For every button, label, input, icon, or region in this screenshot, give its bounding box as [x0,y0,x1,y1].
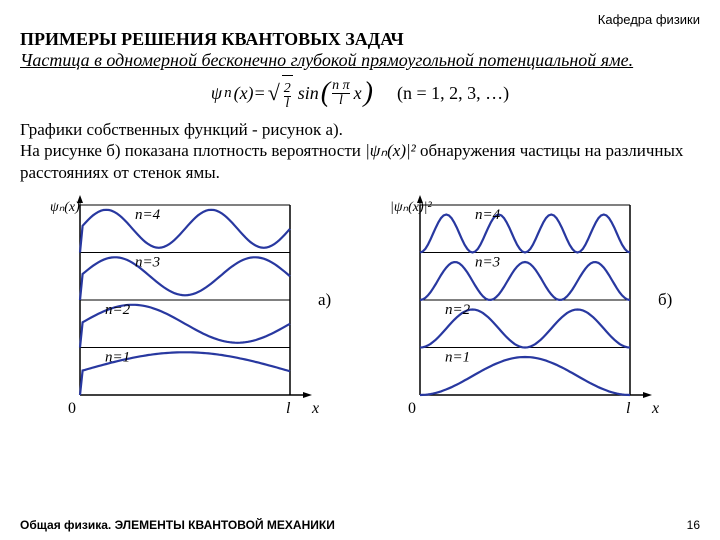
svg-text:n=1: n=1 [105,349,130,365]
footer-text: Общая физика. ЭЛЕМЕНТЫ КВАНТОВОЙ МЕХАНИК… [20,518,335,532]
department-label: Кафедра физики [20,12,700,27]
svg-text:x: x [311,400,319,417]
page-title: ПРИМЕРЫ РЕШЕНИЯ КВАНТОВЫХ ЗАДАЧ [20,29,700,50]
paragraph-2: На рисунке б) показана плотность вероятн… [20,140,700,183]
svg-text:n=4: n=4 [135,207,161,223]
paragraph-1: Графики собственных функций - рисунок а)… [20,119,700,140]
svg-text:n=1: n=1 [445,349,470,365]
sqrt-icon: √ [268,80,280,106]
prob-density-formula: |ψₙ(x)|² [365,141,416,160]
svg-text:а): а) [318,290,331,309]
svg-text:l: l [626,400,631,417]
n-values: (n = 1, 2, 3, …) [397,83,509,104]
svg-text:n=2: n=2 [445,302,471,318]
subtitle: Частица в одномерной бесконечно глубокой… [20,50,700,71]
svg-text:n=4: n=4 [475,207,501,223]
page-number: 16 [687,518,700,532]
svg-text:0: 0 [408,400,416,417]
wavefunction-formula: ψn (x)= √ 2l sin ( n πl x ) [211,75,373,111]
svg-text:ψₙ(x): ψₙ(x) [50,200,80,215]
formula-row: ψn (x)= √ 2l sin ( n πl x ) (n = 1, 2, 3… [20,75,700,111]
svg-text:n=2: n=2 [105,302,131,318]
svg-text:l: l [286,400,291,417]
svg-text:x: x [651,400,659,417]
svg-text:n=3: n=3 [475,254,500,270]
chart-a: ψₙ(x) 0 l x а) n=1 n=2 n=3 n=4 [40,195,340,425]
svg-text:0: 0 [68,400,76,417]
svg-text:n=3: n=3 [135,254,160,270]
svg-text:б): б) [658,290,672,309]
svg-text:|ψₙ(x)|²: |ψₙ(x)|² [390,200,433,215]
psi-symbol: ψ [211,83,222,104]
chart-b: |ψₙ(x)|² 0 l x б) n=1 n=2 n=3 n=4 [380,195,680,425]
